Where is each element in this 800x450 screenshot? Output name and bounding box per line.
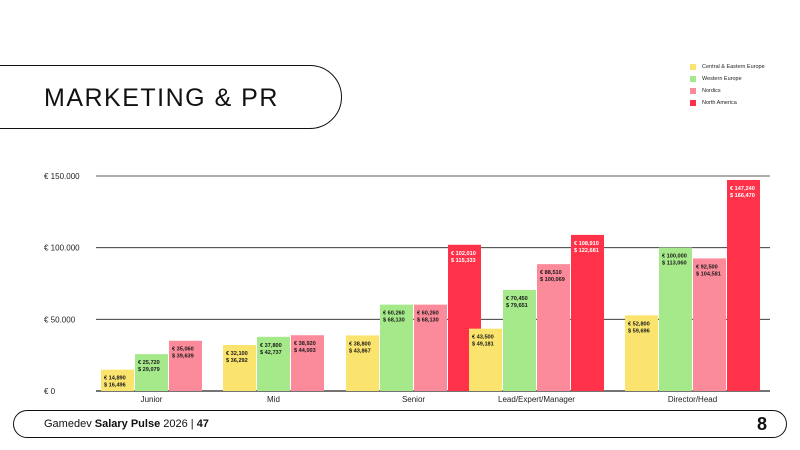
- bar-label-usd: $ 68,130: [417, 318, 439, 324]
- legend-swatch-north-america: [690, 100, 696, 106]
- bar: [223, 344, 256, 391]
- legend-label-north-america: North America: [702, 100, 737, 106]
- bar-label-usd: $ 36,292: [226, 358, 248, 364]
- chart-legend: Central & Eastern Europe Western Europe …: [690, 61, 765, 109]
- footer-year: 2026 |: [160, 418, 197, 430]
- bar-label-eur: € 92,500: [696, 264, 718, 270]
- bar-label-usd: $ 115,333: [451, 258, 476, 264]
- legend-label-nordics: Nordics: [702, 88, 721, 94]
- bar-label-eur: € 147,240: [730, 186, 755, 192]
- bar-label-usd: $ 79,651: [506, 303, 528, 309]
- legend-label-western-europe: Western Europe: [702, 76, 742, 82]
- legend-label-central-eastern-europe: Central & Eastern Europe: [702, 64, 765, 70]
- bar-label-eur: € 52,800: [628, 321, 650, 327]
- bar-label-usd: $ 68,130: [383, 318, 405, 324]
- logo-icon: 8: [757, 414, 768, 434]
- footer-bar: [13, 410, 787, 438]
- y-tick-label: € 100.000: [44, 244, 80, 253]
- bar: [537, 264, 570, 391]
- legend-swatch-central-eastern-europe: [690, 64, 696, 70]
- bar: [257, 336, 290, 391]
- bar-label-eur: € 25,720: [138, 360, 160, 366]
- footer-brand-bold: Salary Pulse: [94, 418, 161, 430]
- legend-item-nordics: Nordics: [690, 85, 765, 97]
- legend-item-north-america: North America: [690, 97, 765, 109]
- bar-label-eur: € 88,510: [540, 270, 562, 276]
- bar-label-usd: $ 122,681: [574, 248, 599, 254]
- footer-page-number: 47: [196, 418, 209, 430]
- bar: [469, 328, 502, 391]
- bar: [291, 335, 324, 391]
- bar-label-usd: $ 39,639: [172, 354, 194, 360]
- bar-label-usd: $ 100,069: [540, 277, 565, 283]
- bar-label-eur: € 100,000: [662, 254, 687, 260]
- bar: [659, 247, 692, 391]
- bar-label-usd: $ 166,470: [730, 193, 755, 199]
- bar-label-eur: € 14,890: [104, 376, 126, 382]
- bar-label-usd: $ 49,181: [472, 342, 494, 348]
- bar-label-eur: € 108,910: [574, 241, 599, 247]
- bar-label-eur: € 37,800: [260, 343, 282, 349]
- bar-label-usd: $ 16,496: [104, 383, 126, 389]
- bar-label-usd: $ 113,060: [662, 261, 687, 267]
- bar: [346, 335, 379, 391]
- bar-label-usd: $ 29,079: [138, 367, 160, 373]
- bar: [625, 315, 658, 391]
- bar: [101, 369, 134, 391]
- legend-swatch-western-europe: [690, 76, 696, 82]
- y-tick-label: € 50.000: [44, 315, 76, 324]
- bar-label-eur: € 43,500: [472, 335, 494, 341]
- legend-item-western-europe: Western Europe: [690, 73, 765, 85]
- bar: [414, 304, 447, 391]
- bar-label-eur: € 70,450: [506, 296, 528, 302]
- y-tick-label: € 0: [44, 387, 56, 396]
- bar: [571, 234, 604, 391]
- bar-label-eur: € 32,100: [226, 351, 248, 357]
- bar-label-eur: € 102,010: [451, 251, 476, 257]
- bar: [135, 354, 168, 391]
- y-tick-label: € 150.000: [44, 172, 80, 181]
- bar-label-usd: $ 104,581: [696, 271, 721, 277]
- page-title: MARKETING & PR: [44, 84, 279, 112]
- x-tick-label: Director/Head: [668, 395, 717, 404]
- legend-swatch-nordics: [690, 88, 696, 94]
- bar: [693, 258, 726, 391]
- bar-label-eur: € 60,260: [383, 311, 405, 317]
- legend-item-central-eastern-europe: Central & Eastern Europe: [690, 61, 765, 73]
- bar: [727, 179, 760, 391]
- bar: [169, 340, 202, 391]
- bar-label-usd: $ 59,696: [628, 328, 650, 334]
- bar: [380, 304, 413, 391]
- bar-label-eur: € 60,260: [417, 311, 439, 317]
- footer-brand-prefix: Gamedev: [44, 418, 95, 430]
- bar-label-eur: € 35,060: [172, 347, 194, 353]
- x-tick-label: Senior: [402, 395, 425, 404]
- bar-label-usd: $ 42,737: [260, 350, 282, 356]
- footer-text: Gamedev Salary Pulse 2026 | 47: [44, 418, 209, 430]
- bar-label-usd: $ 43,867: [349, 348, 371, 354]
- bar: [503, 290, 536, 391]
- x-tick-label: Lead/Expert/Manager: [498, 395, 575, 404]
- bar-label-eur: € 38,800: [349, 341, 371, 347]
- bar-label-eur: € 38,920: [294, 341, 316, 347]
- title-pill: [0, 65, 342, 129]
- x-tick-label: Mid: [267, 395, 280, 404]
- bar-label-usd: $ 44,003: [294, 348, 316, 354]
- x-tick-label: Junior: [141, 395, 163, 404]
